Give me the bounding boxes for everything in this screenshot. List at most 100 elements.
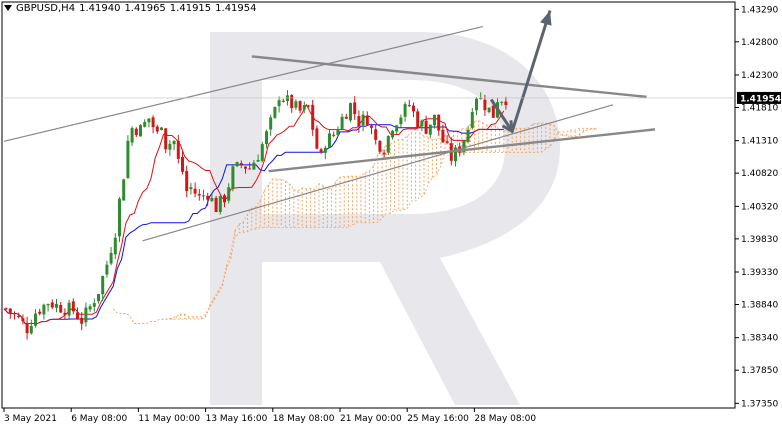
candle: [181, 151, 184, 175]
candle: [55, 298, 58, 313]
candle: [466, 126, 470, 144]
candle-body: [307, 105, 310, 107]
candle-body: [378, 140, 382, 152]
candle: [92, 298, 96, 312]
candle: [17, 312, 21, 319]
x-tick-label: 18 May 08:00: [273, 414, 335, 424]
candle-body: [315, 128, 319, 149]
candle-body: [185, 170, 189, 192]
candle-body: [483, 99, 487, 111]
candle-body: [71, 301, 75, 312]
candle-body: [332, 134, 336, 136]
candle: [479, 92, 483, 100]
y-tick-label: 1.38840: [741, 301, 778, 311]
senkou-span-a: [112, 120, 597, 324]
candle-body: [160, 127, 163, 130]
candle: [202, 189, 205, 201]
candle-body: [281, 100, 285, 102]
candle: [281, 98, 285, 103]
candle: [46, 303, 50, 312]
candle: [256, 154, 260, 162]
candle: [487, 107, 491, 114]
candle-body: [328, 133, 331, 148]
candle-body: [504, 101, 508, 106]
candle-body: [206, 195, 210, 200]
candle-body: [218, 195, 222, 212]
candle-body: [105, 264, 109, 275]
trendline-descending-resistance: [251, 55, 647, 99]
candle: [328, 129, 331, 148]
candle: [151, 115, 155, 134]
watermark-logo: [210, 32, 560, 405]
candle: [42, 303, 46, 320]
candle: [454, 145, 457, 167]
candle-body: [202, 195, 205, 197]
y-tick-label: 1.39330: [741, 268, 778, 278]
candle-body: [143, 121, 147, 127]
candle: [332, 131, 336, 138]
candle-body: [25, 323, 29, 334]
candle-body: [4, 308, 8, 310]
candle: [235, 161, 239, 168]
candle: [504, 96, 508, 110]
candle-body: [164, 128, 168, 150]
candle: [269, 114, 273, 136]
candle-body: [500, 101, 504, 103]
candle: [294, 99, 298, 110]
candle-body: [361, 114, 365, 126]
candle-body: [134, 128, 138, 136]
candle-body: [395, 125, 399, 132]
y-tick-label: 1.43290: [741, 5, 778, 15]
candle-body: [294, 101, 298, 108]
chart-header: GBPUSD,H4 1.41940 1.41965 1.41915 1.41954: [4, 3, 261, 14]
candle-body: [298, 101, 302, 111]
collapse-triangle-icon[interactable]: [4, 5, 12, 11]
trendline-lower-channel: [142, 104, 614, 242]
y-tick-label: 1.37350: [741, 399, 778, 409]
y-tick-label: 1.38340: [741, 334, 778, 344]
candle-body: [311, 104, 315, 130]
candle: [164, 128, 168, 154]
candle: [311, 99, 315, 136]
candle: [34, 309, 37, 328]
watermark-r-shape: [210, 32, 560, 405]
candle-body: [248, 168, 252, 170]
candle: [491, 105, 495, 118]
candle: [340, 113, 344, 131]
candle-body: [412, 105, 415, 112]
candle: [365, 111, 369, 126]
candles: [4, 90, 508, 340]
candle-body: [437, 114, 441, 131]
candle: [500, 101, 504, 106]
candle: [101, 275, 105, 301]
senkou-span-b: [112, 127, 597, 324]
candle: [134, 127, 138, 138]
candle-body: [370, 125, 373, 128]
candle-body: [273, 107, 277, 118]
candle-body: [59, 304, 63, 313]
candle: [391, 129, 394, 140]
candle: [193, 182, 197, 198]
candle-body: [50, 302, 54, 308]
candle: [21, 314, 25, 325]
candle: [382, 149, 386, 158]
candle-body: [386, 135, 390, 153]
candle-body: [151, 117, 155, 128]
candle: [109, 246, 113, 266]
candle: [353, 96, 357, 120]
trendline-upper-channel: [3, 25, 483, 142]
candle-body: [454, 147, 457, 162]
candle-body: [210, 198, 214, 201]
y-tick-label: 1.40320: [741, 202, 778, 212]
candle-body: [357, 116, 361, 127]
candle: [428, 124, 432, 138]
candle: [239, 160, 243, 169]
candle: [88, 304, 92, 312]
candle-body: [118, 198, 121, 237]
candle-body: [168, 143, 172, 150]
candle: [374, 124, 378, 145]
close-value: 1.41954: [215, 3, 257, 14]
y-tick-label: 1.40820: [741, 169, 778, 179]
